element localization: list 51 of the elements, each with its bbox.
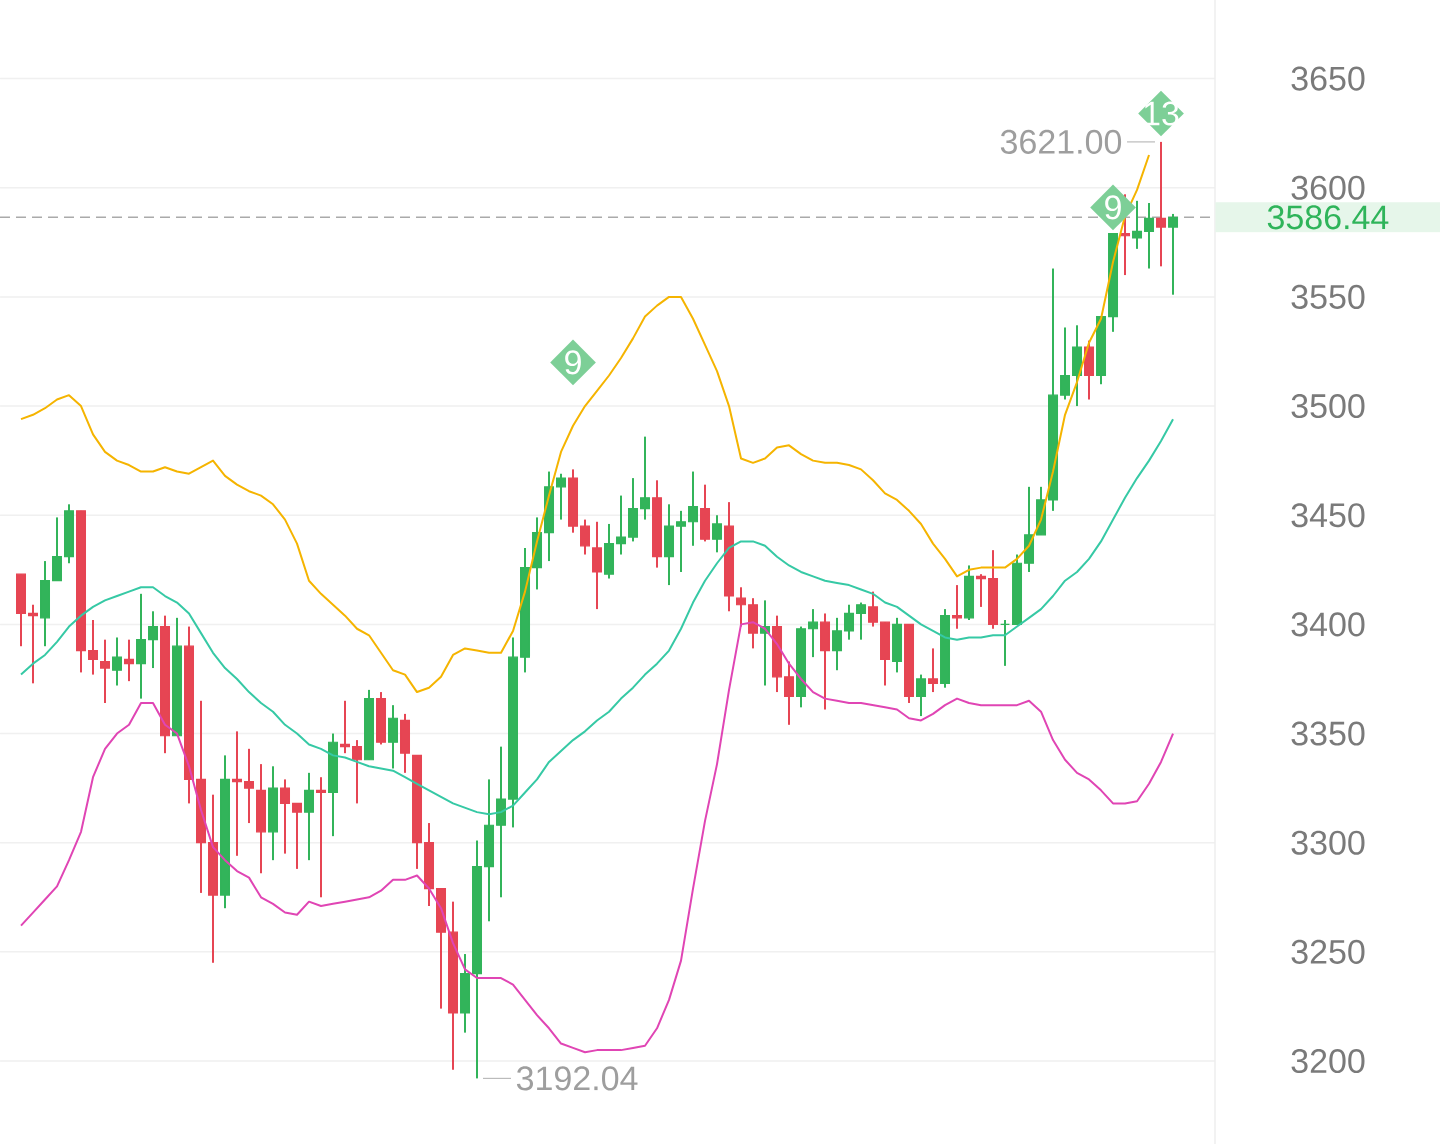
annotation: 9 bbox=[1105, 195, 1121, 220]
candlestick bbox=[304, 771, 315, 862]
y-tick-label: 3250 bbox=[1291, 939, 1365, 964]
candlestick bbox=[88, 619, 99, 676]
candlestick bbox=[280, 778, 291, 855]
candlestick bbox=[352, 739, 363, 805]
candlestick bbox=[100, 638, 111, 704]
candlestick bbox=[676, 509, 687, 573]
annotation: 3621.00 bbox=[1000, 129, 1122, 154]
candlestick bbox=[556, 472, 567, 521]
candlestick bbox=[28, 603, 38, 685]
candlestick bbox=[1168, 212, 1179, 296]
y-tick-label: 3500 bbox=[1291, 394, 1365, 419]
candlestick bbox=[124, 638, 135, 683]
annotation: 3192.04 bbox=[516, 1066, 638, 1091]
candlestick bbox=[1060, 326, 1071, 401]
candlestick bbox=[112, 636, 122, 687]
candlestick bbox=[712, 514, 723, 554]
candlestick bbox=[916, 673, 927, 718]
candlestick bbox=[856, 601, 867, 641]
candlestick bbox=[784, 660, 795, 726]
candlestick bbox=[868, 590, 879, 628]
candlestick bbox=[952, 584, 963, 630]
candlestick bbox=[976, 573, 987, 608]
y-tick-label: 3200 bbox=[1291, 1048, 1365, 1074]
y-tick-label: 3650 bbox=[1291, 66, 1365, 91]
candlestick bbox=[316, 776, 327, 899]
annotation: 9 bbox=[565, 350, 581, 375]
candlestick bbox=[340, 699, 351, 755]
candlestick bbox=[688, 470, 699, 547]
candlestick bbox=[1132, 199, 1143, 250]
y-tick-label: 3400 bbox=[1291, 612, 1365, 637]
candlestick bbox=[292, 802, 303, 870]
candlestick bbox=[1144, 202, 1155, 270]
candlestick bbox=[844, 603, 855, 641]
candlestick bbox=[616, 494, 627, 556]
y-tick-label: 3600 bbox=[1291, 175, 1365, 200]
candlestick bbox=[640, 435, 651, 521]
candlestick bbox=[1156, 140, 1167, 268]
candlestick bbox=[808, 608, 819, 659]
candlestick bbox=[580, 518, 591, 556]
candlestick bbox=[928, 647, 939, 694]
candlestick bbox=[244, 747, 255, 825]
y-tick-label: 3300 bbox=[1291, 830, 1365, 855]
y-tick-label: 3350 bbox=[1291, 721, 1365, 746]
y-tick-label: 3550 bbox=[1291, 284, 1365, 309]
y-tick-label: 3450 bbox=[1291, 503, 1365, 528]
candlestick bbox=[148, 610, 159, 670]
ref-line-label: 3586.44 bbox=[1267, 205, 1389, 230]
candlestick bbox=[232, 730, 243, 857]
candlestick bbox=[832, 616, 843, 672]
